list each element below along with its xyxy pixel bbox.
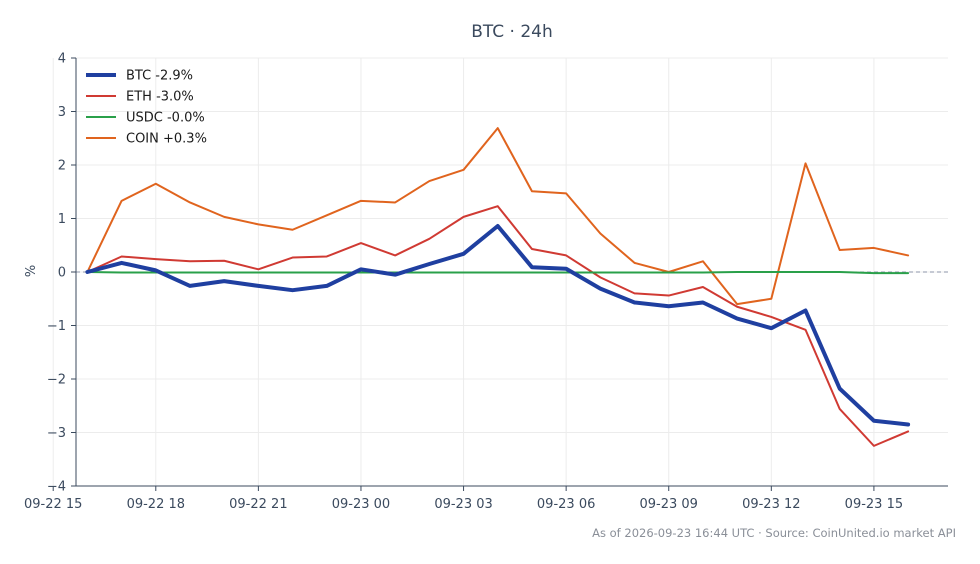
series-line-3 (86, 271, 910, 275)
x-tick-label: 09-23 00 (332, 497, 390, 512)
x-axis-ticks: 09-22 15 09-22 18 09-22 21 09-23 00 09-23 03… (24, 486, 903, 512)
x-tick-label: 09-23 12 (742, 497, 800, 512)
y-tick-label: −2 (47, 373, 66, 388)
legend-label-1: BTC -2.9% (126, 69, 193, 84)
x-tick-label: 09-23 06 (537, 497, 595, 512)
x-tick-label: 09-22 15 (24, 497, 82, 512)
y-tick-label: 1 (58, 212, 66, 227)
y-tick-label: 2 (58, 159, 66, 174)
series-lines (85, 127, 911, 447)
line-chart: BTC · 24h 4 3 2 1 0 −1 −2 −3 −4 09-22 15 09-22 18… (24, 22, 948, 512)
x-tick-label: 09-22 18 (127, 497, 185, 512)
chart-title: BTC · 24h (471, 22, 553, 42)
x-tick-label: 09-23 09 (640, 497, 698, 512)
x-tick-label: 09-23 15 (845, 497, 903, 512)
y-axis-ticks: 4 3 2 1 0 −1 −2 −3 −4 (47, 52, 76, 495)
y-tick-label: 0 (58, 266, 66, 281)
series-line-4 (86, 127, 910, 306)
y-tick-label: 3 (58, 105, 66, 120)
source-footer: As of 2026-09-23 16:44 UTC · Source: Coi… (592, 526, 956, 540)
legend: BTC -2.9% ETH -3.0% USDC -0.0% COIN +0.3% (86, 69, 207, 147)
y-tick-label: 4 (58, 52, 66, 67)
y-tick-label: −1 (47, 319, 66, 334)
x-tick-label: 09-23 03 (434, 497, 492, 512)
series-line-2 (86, 205, 910, 447)
legend-label-4: COIN +0.3% (126, 132, 207, 147)
y-tick-label: −4 (47, 480, 66, 495)
y-tick-label: −3 (47, 426, 66, 441)
series-line-1 (85, 223, 911, 427)
legend-label-2: ETH -3.0% (126, 90, 194, 105)
y-axis-label: % (24, 265, 39, 277)
legend-label-3: USDC -0.0% (126, 111, 205, 126)
x-tick-label: 09-22 21 (229, 497, 287, 512)
